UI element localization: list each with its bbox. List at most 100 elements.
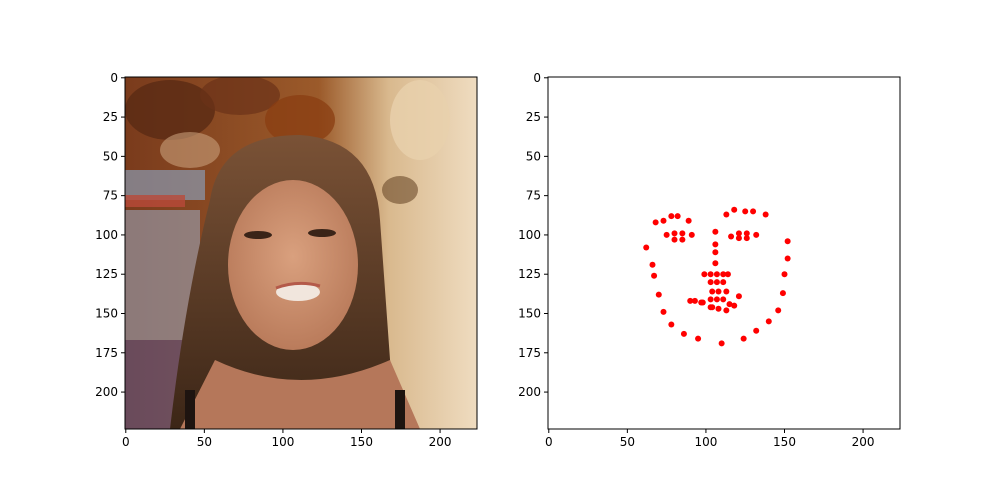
x-tick-label: 50 [197, 435, 212, 449]
landmark-point [713, 296, 720, 303]
x-tick-label: 100 [694, 435, 717, 449]
y-tick-label: 0 [110, 71, 118, 85]
landmark-point [712, 260, 719, 267]
landmark-point [651, 272, 658, 279]
face-photo [125, 77, 477, 429]
x-tick-label: 150 [350, 435, 373, 449]
landmark-point [784, 255, 791, 262]
landmark-point [735, 230, 742, 237]
landmark-point [660, 308, 667, 315]
landmark-point [720, 279, 727, 286]
y-tick-label: 100 [95, 228, 118, 242]
landmark-point [701, 271, 708, 278]
landmark-point [779, 290, 786, 297]
y-tick-label: 200 [518, 385, 541, 399]
landmark-point [715, 288, 722, 295]
y-tick-label: 25 [526, 110, 541, 124]
y-tick-label: 200 [95, 385, 118, 399]
landmark-point [671, 236, 678, 243]
landmark-point [753, 231, 760, 238]
landmark-point [674, 213, 681, 220]
landmark-point [715, 305, 722, 312]
x-tick-label: 100 [271, 435, 294, 449]
landmark-point [643, 244, 650, 251]
landmark-point [735, 293, 742, 300]
image-panel: 0 50 100 150 200 0 25 50 75 100 125 150 175 200 [95, 71, 478, 449]
landmark-point [743, 235, 750, 242]
y-tick-label: 150 [95, 307, 118, 321]
landmark-point [660, 217, 667, 224]
landmark-point [712, 228, 719, 235]
landmark-point [765, 318, 772, 325]
landmark-point [742, 208, 749, 215]
landmark-point [775, 307, 782, 314]
landmark-point [731, 206, 738, 213]
landmark-point [723, 288, 730, 295]
landmark-point [649, 261, 656, 268]
y-tick-label: 150 [518, 307, 541, 321]
landmark-point [713, 271, 720, 278]
landmarks-panel: 0 50 100 150 200 0 25 50 75 100 125 150 175 200 [518, 71, 901, 449]
x-tick-label: 200 [852, 435, 875, 449]
x-tick-label: 0 [122, 435, 130, 449]
landmark-point [695, 335, 702, 342]
y-tick-label: 175 [518, 346, 541, 360]
landmark-point [699, 299, 706, 306]
landmark-point [718, 340, 725, 347]
landmark-point [750, 208, 757, 215]
landmark-point [784, 238, 791, 245]
landmark-point [781, 271, 788, 278]
landmark-point [685, 217, 692, 224]
landmark-point [713, 279, 720, 286]
landmark-point [726, 301, 733, 308]
landmark-point [728, 233, 735, 240]
landmark-point [679, 230, 686, 237]
y-tick-label: 125 [95, 267, 118, 281]
landmark-point [724, 271, 731, 278]
y-tick-label: 125 [518, 267, 541, 281]
landmark-point [707, 271, 714, 278]
landmark-point [663, 231, 670, 238]
landmark-point [668, 321, 675, 328]
image-axes-frame [124, 76, 478, 430]
landmark-point [668, 213, 675, 220]
landmark-point [743, 230, 750, 237]
y-tick-label: 75 [526, 189, 541, 203]
y-tick-label: 0 [533, 71, 541, 85]
landmark-point [720, 271, 727, 278]
landmark-point [680, 330, 687, 337]
x-tick-label: 200 [429, 435, 452, 449]
x-tick-label: 50 [620, 435, 635, 449]
y-tick-label: 175 [95, 346, 118, 360]
x-tick-label: 0 [545, 435, 553, 449]
y-tick-label: 100 [518, 228, 541, 242]
landmark-point [723, 211, 730, 218]
x-tick-label: 150 [773, 435, 796, 449]
landmark-point [731, 302, 738, 309]
landmark-point [709, 304, 716, 311]
y-tick-label: 75 [103, 189, 118, 203]
scatter-axes-frame [547, 76, 901, 430]
landmark-point [709, 288, 716, 295]
landmark-point [679, 236, 686, 243]
y-tick-label: 50 [103, 149, 118, 163]
landmark-point [691, 297, 698, 304]
landmark-point [652, 219, 659, 226]
landmark-point [688, 231, 695, 238]
y-tick-label: 50 [526, 149, 541, 163]
landmark-point [762, 211, 769, 218]
landmark-point [655, 291, 662, 298]
landmark-point [723, 307, 730, 314]
landmark-point [740, 335, 747, 342]
landmark-point [720, 296, 727, 303]
landmark-point [753, 327, 760, 334]
landmark-point [687, 297, 694, 304]
landmark-point [707, 296, 714, 303]
y-tick-label: 25 [103, 110, 118, 124]
landmark-point [707, 279, 714, 286]
landmark-point [671, 230, 678, 237]
landmark-point [712, 241, 719, 248]
landmark-point [735, 235, 742, 242]
landmark-point [712, 249, 719, 256]
